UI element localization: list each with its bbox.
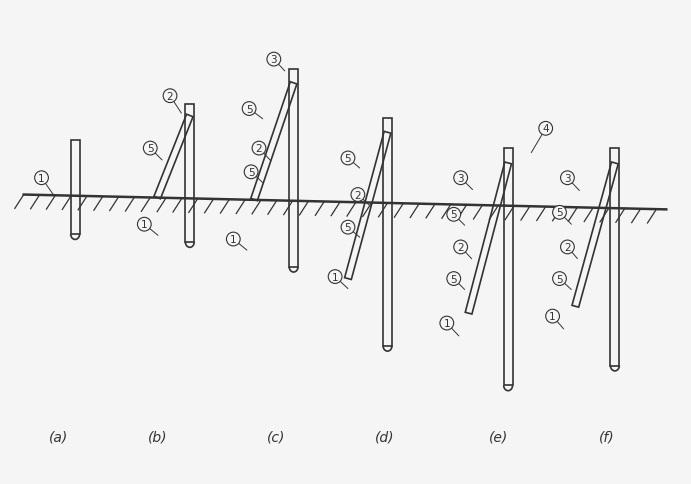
Text: 4: 4	[542, 124, 549, 134]
Text: 1: 1	[549, 312, 556, 321]
Text: (c): (c)	[267, 430, 285, 444]
Text: 1: 1	[38, 173, 45, 183]
Text: 1: 1	[444, 318, 450, 328]
Text: 3: 3	[270, 55, 277, 65]
Text: 1: 1	[230, 235, 236, 244]
Text: 5: 5	[345, 153, 351, 164]
Text: 5: 5	[451, 274, 457, 284]
Text: 5: 5	[451, 210, 457, 220]
Text: 5: 5	[246, 105, 252, 114]
Text: 2: 2	[457, 242, 464, 253]
Text: (a): (a)	[48, 430, 68, 444]
Text: 3: 3	[457, 173, 464, 183]
Text: (d): (d)	[375, 430, 395, 444]
Text: 5: 5	[345, 223, 351, 233]
Text: 2: 2	[167, 91, 173, 102]
Text: 3: 3	[564, 173, 571, 183]
Text: 1: 1	[141, 220, 148, 230]
Text: (e): (e)	[489, 430, 508, 444]
Text: (f): (f)	[599, 430, 615, 444]
Text: 2: 2	[354, 190, 361, 200]
Text: 1: 1	[332, 272, 339, 282]
Text: 5: 5	[556, 274, 563, 284]
Text: 2: 2	[256, 144, 263, 154]
Text: (b): (b)	[147, 430, 167, 444]
Text: 5: 5	[147, 144, 153, 154]
Text: 5: 5	[556, 208, 563, 218]
Text: 2: 2	[564, 242, 571, 253]
Text: 5: 5	[248, 167, 254, 178]
